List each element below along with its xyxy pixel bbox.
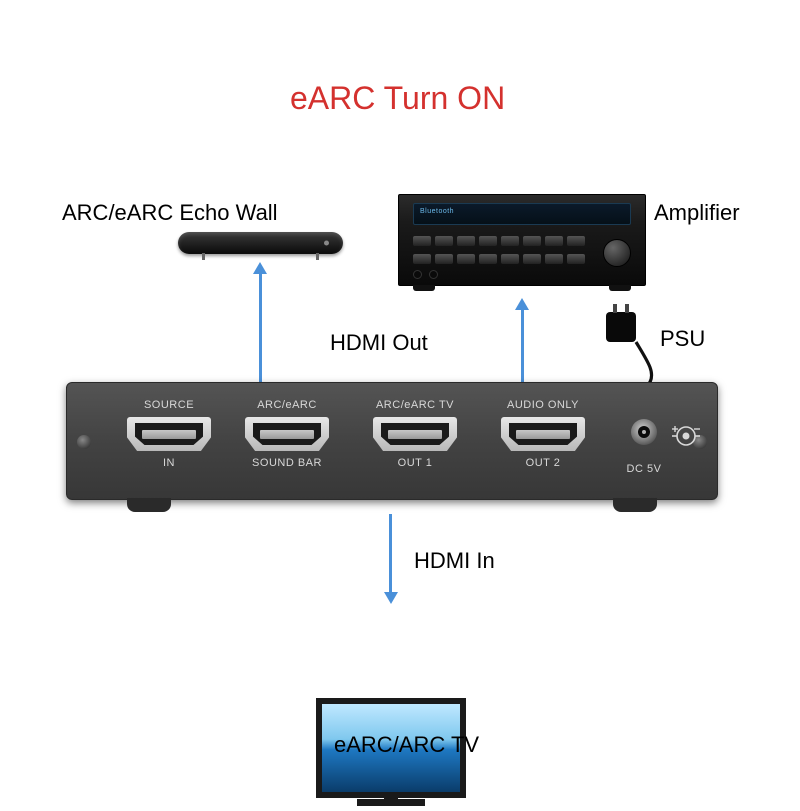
port-source-in: SOURCE IN — [119, 399, 219, 469]
arrow-amplifier-line — [521, 310, 524, 382]
arrow-tv — [384, 592, 398, 604]
switch-device: SOURCE IN ARC/eARC SOUND BAR ARC/eARC TV… — [66, 382, 718, 500]
dc-polarity-icon — [671, 421, 701, 451]
amplifier-device: Bluetooth — [398, 194, 646, 286]
port-4-bot: OUT 2 — [493, 457, 593, 469]
hdmi-port-icon — [501, 417, 585, 451]
hdmi-out-label: HDMI Out — [330, 330, 428, 356]
soundbar-label: ARC/eARC Echo Wall — [62, 200, 278, 226]
port-out-1: ARC/eARC TV OUT 1 — [365, 399, 465, 469]
psu-cable — [600, 300, 680, 390]
hdmi-port-icon — [127, 417, 211, 451]
arrow-soundbar — [253, 262, 267, 274]
page-title: eARC Turn ON — [290, 80, 505, 117]
port-1-top: SOURCE — [119, 399, 219, 411]
hdmi-port-icon — [373, 417, 457, 451]
port-sound-bar: ARC/eARC SOUND BAR — [237, 399, 337, 469]
tv-label: eARC/ARC TV — [334, 732, 479, 758]
arrow-amplifier — [515, 298, 529, 310]
port-1-bot: IN — [119, 457, 219, 469]
port-3-bot: OUT 1 — [365, 457, 465, 469]
port-2-top: ARC/eARC — [237, 399, 337, 411]
port-dc: DC 5V — [617, 419, 671, 475]
dc-jack-icon — [631, 419, 657, 445]
amp-display-text: Bluetooth — [420, 208, 454, 215]
port-out-2: AUDIO ONLY OUT 2 — [493, 399, 593, 469]
port-3-top: ARC/eARC TV — [365, 399, 465, 411]
soundbar-device — [178, 232, 343, 254]
amplifier-label: Amplifier — [654, 200, 740, 226]
hdmi-port-icon — [245, 417, 329, 451]
hdmi-in-label: HDMI In — [414, 548, 495, 574]
arrow-soundbar-line — [259, 274, 262, 382]
port-2-bot: SOUND BAR — [237, 457, 337, 469]
arrow-tv-line — [389, 514, 392, 592]
dc-label: DC 5V — [617, 463, 671, 475]
port-4-top: AUDIO ONLY — [493, 399, 593, 411]
